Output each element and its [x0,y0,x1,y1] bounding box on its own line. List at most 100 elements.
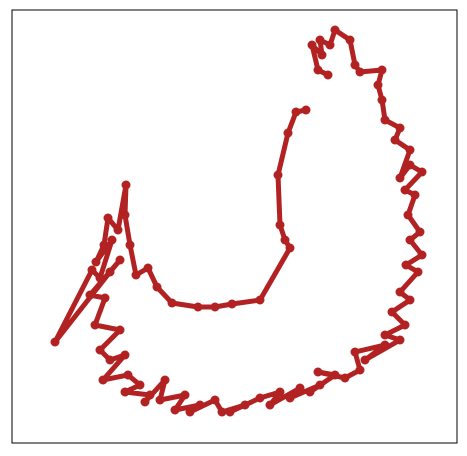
data-point [160,375,170,385]
data-point [50,337,60,347]
data-point [405,295,415,305]
data-point [355,67,365,77]
data-point [143,263,153,273]
data-point [291,107,301,117]
data-point [100,293,110,303]
data-point [405,160,415,170]
data-point [121,180,131,190]
data-point [315,35,325,45]
data-point [120,387,130,397]
data-point [405,145,415,155]
data-point [380,330,390,340]
data-point [91,257,101,267]
data-point [390,135,400,145]
data-point [330,25,340,35]
data-point [313,65,323,75]
data-point [103,213,113,223]
data-point [323,70,333,80]
data-point [380,115,390,125]
data-point [395,335,405,345]
data-point [377,65,387,75]
data-point [285,393,295,403]
data-point [285,243,295,253]
data-point [95,345,105,355]
data-point [185,407,195,417]
data-point [340,373,350,383]
data-point [195,400,205,410]
data-point [350,60,360,70]
data-point [307,40,317,50]
data-point [105,267,115,277]
data-point [90,320,100,330]
data-point [387,307,397,317]
data-point [155,395,165,405]
data-point [305,387,315,397]
data-point [210,302,220,312]
plot-frame [11,9,458,444]
data-point [395,173,405,183]
data-point [410,190,420,200]
data-point [413,267,423,277]
data-point [280,235,290,245]
data-point [125,240,135,250]
data-point [180,390,190,400]
data-point [131,270,141,280]
data-point [330,370,340,380]
data-point [295,383,305,393]
data-point [373,80,383,90]
data-point [401,260,411,270]
data-point [225,407,235,417]
data-point [107,235,117,245]
data-point [301,105,311,115]
data-point [98,375,108,385]
data-point [140,397,150,407]
data-point [283,128,293,138]
data-point [145,390,155,400]
data-point [87,265,97,275]
data-point [417,167,427,177]
data-point [265,400,275,410]
data-point [170,405,180,415]
data-point [400,185,410,195]
data-point [255,295,265,305]
data-point [240,400,250,410]
data-point [380,340,390,350]
data-point [85,290,95,300]
data-point [395,287,405,297]
data-point [317,50,327,60]
data-point [395,123,405,133]
data-point [403,210,413,220]
data-point [115,325,125,335]
data-point [275,220,285,230]
data-point [99,240,109,250]
data-point [115,255,125,265]
data-point [152,282,162,292]
data-point [405,235,415,245]
data-point [313,367,323,377]
data-point [355,365,365,375]
data-point [325,40,335,50]
data-point [360,355,370,365]
data-point [120,210,130,220]
data-point [345,35,355,45]
data-point [95,273,105,283]
data-point [227,299,237,309]
data-point [113,225,123,235]
data-point [120,350,130,360]
data-point [350,347,360,357]
data-point [217,407,227,417]
data-point [193,302,203,312]
data-point [315,380,325,390]
data-point [123,370,133,380]
data-point [275,387,285,397]
data-point [417,250,427,260]
data-point [415,227,425,237]
data-point [210,395,220,405]
data-point [400,320,410,330]
data-point [273,170,283,180]
data-point [255,393,265,403]
data-point [167,298,177,308]
data-point [377,95,387,105]
data-point [105,355,115,365]
